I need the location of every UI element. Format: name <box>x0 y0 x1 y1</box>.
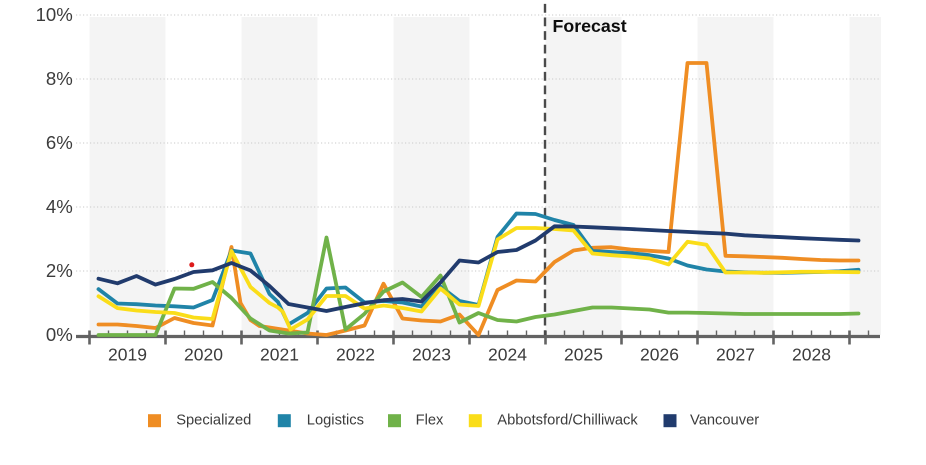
svg-text:2022: 2022 <box>336 345 375 365</box>
svg-text:6%: 6% <box>46 132 73 153</box>
svg-text:Specialized: Specialized <box>176 413 251 429</box>
svg-text:2021: 2021 <box>260 345 299 365</box>
svg-text:10%: 10% <box>36 4 73 25</box>
svg-text:Vancouver: Vancouver <box>690 413 759 429</box>
svg-text:0%: 0% <box>46 324 73 345</box>
svg-text:Forecast: Forecast <box>553 16 627 36</box>
svg-text:8%: 8% <box>46 68 73 89</box>
svg-text:2025: 2025 <box>564 345 603 365</box>
svg-text:Abbotsford/Chilliwack: Abbotsford/Chilliwack <box>497 413 638 429</box>
svg-text:Flex: Flex <box>416 413 444 429</box>
svg-text:2027: 2027 <box>716 345 755 365</box>
svg-text:Logistics: Logistics <box>307 413 364 429</box>
svg-text:2023: 2023 <box>412 345 451 365</box>
svg-text:2020: 2020 <box>184 345 223 365</box>
svg-text:2026: 2026 <box>640 345 679 365</box>
svg-text:4%: 4% <box>46 196 73 217</box>
svg-text:2028: 2028 <box>792 345 831 365</box>
svg-text:2019: 2019 <box>108 345 147 365</box>
svg-text:2%: 2% <box>46 260 73 281</box>
svg-text:2024: 2024 <box>488 345 527 365</box>
